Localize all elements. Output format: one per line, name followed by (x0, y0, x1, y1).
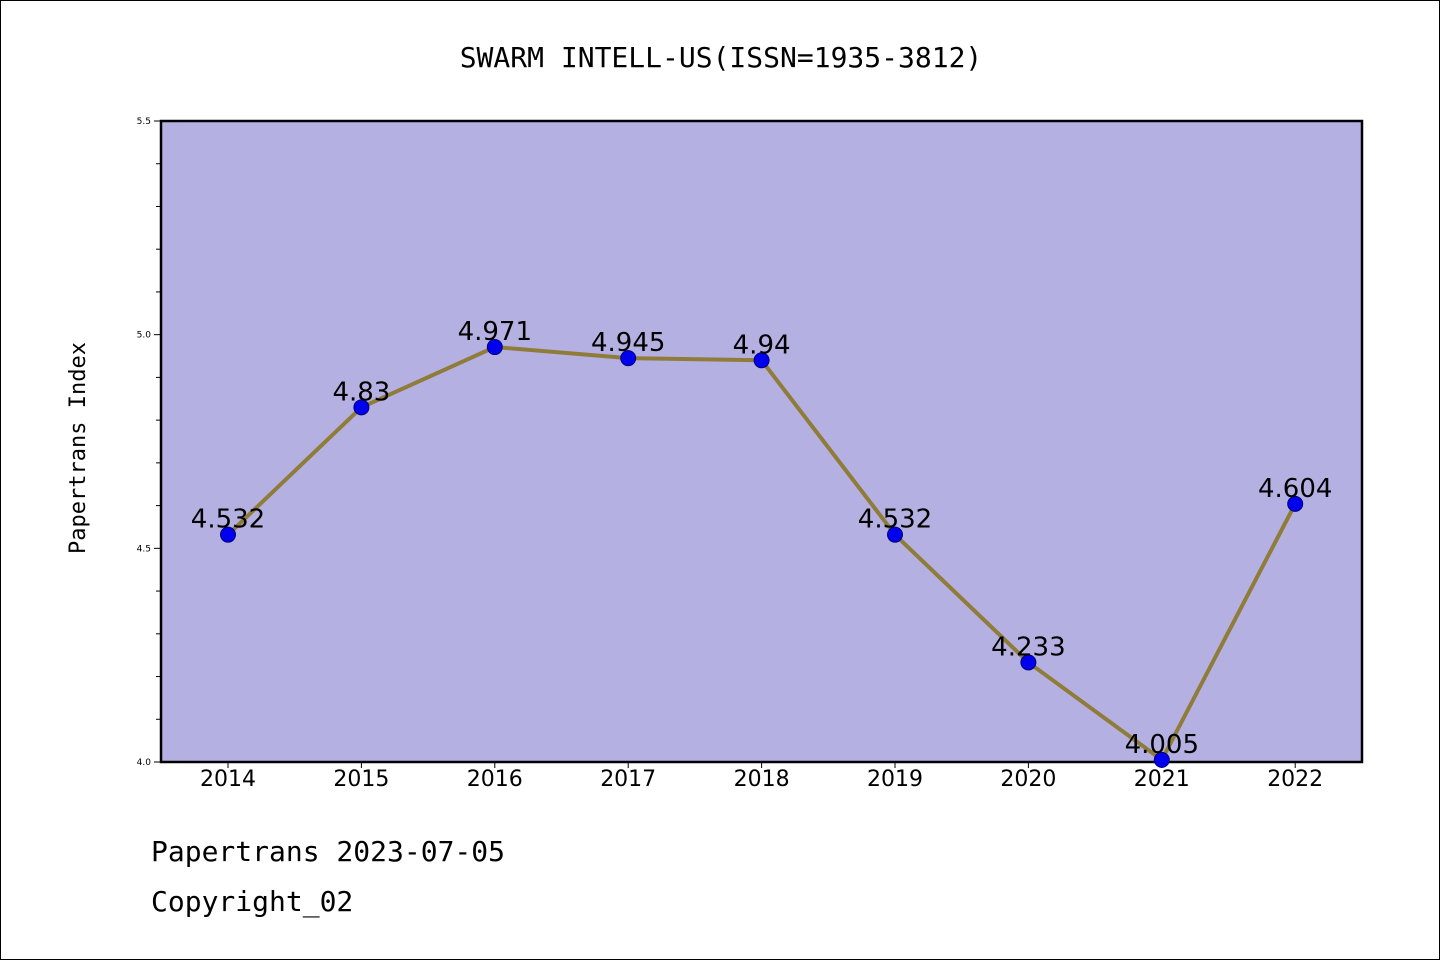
data-label: 4.532 (191, 505, 265, 535)
footer-copyright: Copyright_02 (151, 885, 354, 918)
x-tick-label: 2018 (734, 767, 790, 792)
data-point (887, 526, 903, 543)
x-tick-label: 2016 (467, 767, 523, 792)
y-axis: 4.0 4.5 5.0 5.5 (137, 117, 161, 768)
x-tick-label: 2015 (333, 767, 389, 792)
y-tick-label: 5.0 (137, 331, 152, 341)
x-tick-label: 2017 (600, 767, 656, 792)
data-point (1153, 751, 1170, 768)
x-tick-label: 2014 (200, 767, 256, 792)
footer-date: Papertrans 2023-07-05 (151, 835, 506, 868)
data-label: 4.233 (991, 632, 1065, 662)
data-point (486, 339, 503, 356)
data-label: 4.94 (733, 330, 791, 360)
data-label: 4.971 (458, 317, 532, 347)
y-tick-label: 4.0 (137, 758, 152, 768)
x-tick-label: 2019 (867, 767, 923, 792)
y-axis-label: Papertrans Index (66, 342, 91, 554)
y-tick-label: 4.5 (137, 544, 151, 554)
x-tick-label: 2020 (1000, 767, 1056, 792)
data-label: 4.604 (1258, 474, 1332, 504)
x-tick-label: 2021 (1134, 767, 1190, 792)
series-layer: 4.532 4.83 4.971 4.945 4.94 4.532 4.233 4.005 4.… (191, 317, 1332, 768)
data-label: 4.83 (332, 377, 390, 407)
plot-area (159, 119, 1364, 764)
data-point (753, 352, 770, 369)
data-label: 4.005 (1125, 730, 1199, 760)
chart-title: SWARM INTELL-US(ISSN=1935-3812) (460, 41, 983, 74)
y-tick-label: 5.5 (137, 117, 151, 127)
data-point (353, 399, 370, 416)
x-axis: 2014 2015 2016 2017 2018 2019 2020 2021 2022 (200, 762, 1323, 792)
x-tick-label: 2022 (1267, 767, 1323, 792)
data-label: 4.945 (591, 328, 665, 358)
data-label: 4.532 (858, 505, 932, 535)
data-point (620, 350, 637, 367)
data-point (1287, 495, 1304, 512)
data-point (220, 526, 236, 543)
data-point (1020, 654, 1037, 671)
